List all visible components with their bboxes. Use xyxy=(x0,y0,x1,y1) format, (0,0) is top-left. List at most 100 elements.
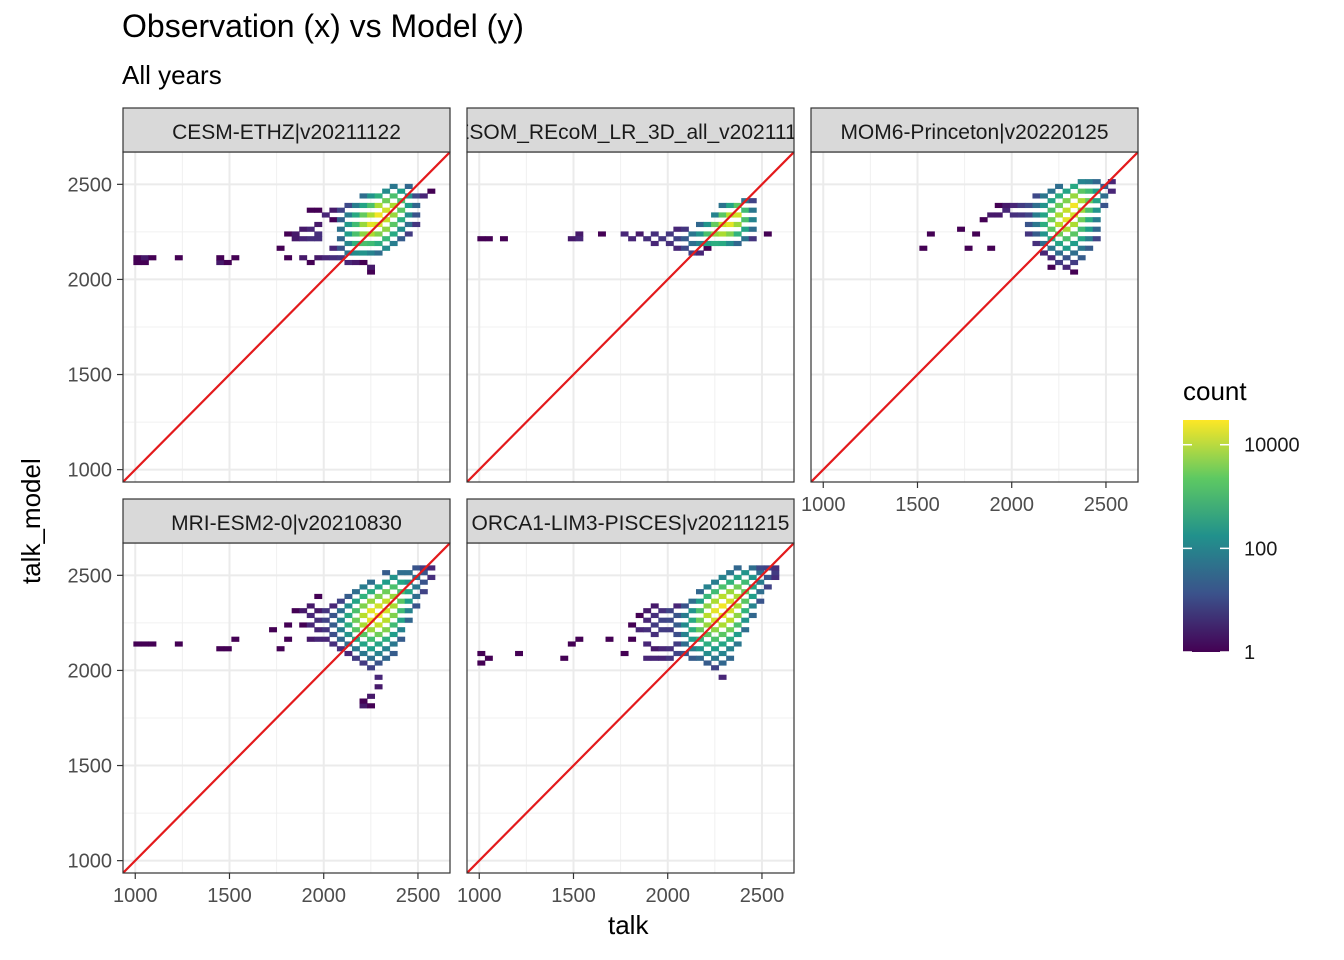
count-bin xyxy=(567,236,576,242)
count-bin xyxy=(223,259,232,266)
count-bin xyxy=(359,250,368,256)
bin-layer xyxy=(477,565,780,680)
x-tick-label: 2500 xyxy=(1084,494,1129,516)
count-bin xyxy=(1070,240,1079,247)
count-bin xyxy=(397,598,406,604)
count-bin xyxy=(733,593,742,600)
count-bin xyxy=(382,646,391,652)
count-bin xyxy=(412,565,421,571)
count-bin xyxy=(733,240,742,247)
count-bin xyxy=(1002,202,1011,209)
count-bin xyxy=(718,212,727,218)
count-bin xyxy=(680,245,689,251)
count-bin xyxy=(397,217,406,223)
count-bin xyxy=(741,608,750,614)
count-bin xyxy=(748,603,757,609)
count-bin xyxy=(635,612,644,619)
count-bin xyxy=(1092,198,1101,204)
count-bin xyxy=(389,612,398,619)
count-bin xyxy=(650,631,659,638)
count-bin xyxy=(174,641,183,647)
count-bin xyxy=(635,627,644,633)
count-bin xyxy=(688,617,697,623)
count-bin xyxy=(1077,198,1086,204)
count-bin xyxy=(140,255,149,261)
count-bin xyxy=(314,255,323,261)
count-bin xyxy=(1062,217,1071,223)
count-bin xyxy=(499,236,508,242)
count-bin xyxy=(703,593,712,600)
count-bin xyxy=(344,202,353,209)
count-bin xyxy=(344,593,353,600)
count-bin xyxy=(359,240,368,247)
count-bin xyxy=(718,202,727,209)
count-bin xyxy=(1077,179,1086,185)
count-bin xyxy=(1107,188,1116,194)
count-bin xyxy=(756,570,765,576)
count-bin xyxy=(404,221,413,228)
count-bin xyxy=(748,593,757,600)
count-bin xyxy=(688,231,697,237)
count-bin xyxy=(972,231,981,237)
facet-strip-label: MOM6-Princeton|v20220125 xyxy=(840,121,1108,144)
count-bin xyxy=(643,655,652,661)
count-bin xyxy=(389,231,398,237)
count-bin xyxy=(374,622,383,628)
count-bin xyxy=(397,608,406,614)
count-bin xyxy=(1055,250,1064,256)
count-bin xyxy=(284,622,293,628)
count-bin xyxy=(359,650,368,657)
x-tick-label: 2000 xyxy=(301,885,346,907)
count-bin xyxy=(359,593,368,600)
count-bin xyxy=(367,221,376,228)
count-bin xyxy=(515,650,523,657)
count-bin xyxy=(741,598,750,604)
count-bin xyxy=(306,259,315,266)
count-bin xyxy=(299,608,308,614)
count-bin xyxy=(718,593,727,600)
count-bin xyxy=(389,574,398,581)
count-bin xyxy=(216,255,225,261)
count-bin xyxy=(359,202,368,209)
facet-panel: ORCA1-LIM3-PISCES|v20211215 1000 1500 2000 2… xyxy=(457,498,795,907)
count-bin xyxy=(1032,202,1041,209)
count-bin xyxy=(695,655,704,661)
count-bin xyxy=(643,641,652,647)
count-bin xyxy=(367,646,376,652)
count-bin xyxy=(389,221,398,228)
identity-line xyxy=(467,543,794,873)
count-bin xyxy=(695,221,704,228)
count-bin xyxy=(359,212,368,218)
count-bin xyxy=(741,226,750,232)
count-bin xyxy=(650,655,659,661)
x-tick-label: 2500 xyxy=(740,885,785,907)
count-bin xyxy=(1055,183,1064,190)
count-bin xyxy=(1077,255,1086,261)
count-bin xyxy=(374,231,383,237)
count-bin xyxy=(284,231,293,237)
count-bin xyxy=(389,183,398,190)
count-bin xyxy=(314,636,323,642)
count-bin xyxy=(397,617,406,623)
count-bin xyxy=(1070,202,1079,209)
count-bin xyxy=(733,584,742,590)
facet-strip xyxy=(122,498,451,544)
count-bin xyxy=(412,212,421,218)
count-bin xyxy=(718,660,727,666)
count-bin xyxy=(351,202,360,209)
count-bin xyxy=(412,202,421,209)
y-tick-label: 2000 xyxy=(68,660,113,682)
count-bin xyxy=(374,584,383,590)
count-bin xyxy=(419,589,428,595)
count-bin xyxy=(419,570,428,576)
facet-strip xyxy=(466,498,795,544)
count-bin xyxy=(680,631,689,638)
count-bin xyxy=(404,231,413,237)
count-bin xyxy=(133,259,142,266)
count-bin xyxy=(748,565,757,571)
count-bin xyxy=(367,579,376,585)
count-bin xyxy=(269,627,278,633)
count-bin xyxy=(711,598,720,604)
count-bin xyxy=(1032,193,1041,199)
